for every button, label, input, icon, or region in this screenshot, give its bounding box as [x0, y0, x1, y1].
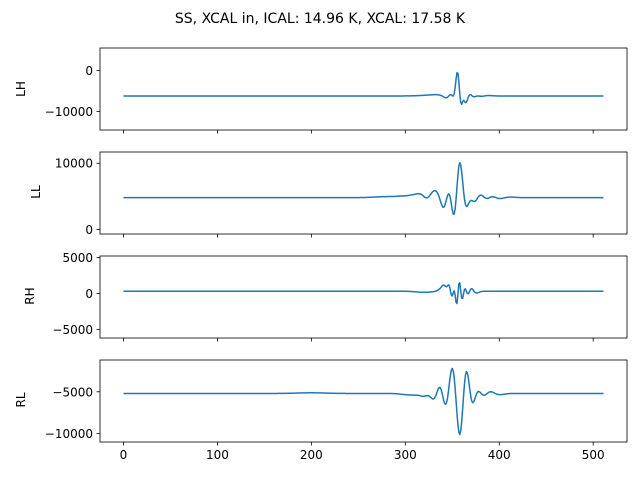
xtick-label: 200 — [300, 448, 323, 462]
ytick-label: 0 — [85, 64, 93, 78]
xtick-label: 300 — [394, 448, 417, 462]
ytick-label: −10000 — [45, 105, 93, 119]
axes-frame-ll — [99, 151, 628, 235]
series-line-ll — [123, 161, 604, 215]
panel-rh: RH 5000 0 −5000 — [23, 251, 628, 342]
axes-frame-lh — [99, 47, 628, 131]
ytick-label: −5000 — [52, 323, 93, 337]
xtick-label: 500 — [582, 448, 605, 462]
panel-ll: LL 10000 0 — [29, 151, 628, 238]
xtick-label: 0 — [120, 448, 128, 462]
ylabel-lh: LH — [14, 81, 28, 97]
ytick-label: 5000 — [62, 251, 93, 265]
panel-lh: LH 0 −10000 — [14, 47, 628, 134]
ytick-label: −10000 — [45, 427, 93, 441]
axes-frame-rl — [99, 359, 628, 443]
ylabel-rl: RL — [14, 392, 28, 407]
axes-frame-rh — [99, 255, 628, 339]
series-line-lh — [123, 72, 604, 105]
ytick-label: 10000 — [55, 157, 93, 171]
series-line-rl — [123, 367, 604, 436]
xtick-label: 100 — [206, 448, 229, 462]
ytick-label: 0 — [85, 223, 93, 237]
panel-rl: RL −5000 −10000 0 100 200 300 400 500 — [14, 359, 628, 462]
ylabel-rh: RH — [23, 287, 37, 304]
ytick-label: 0 — [85, 287, 93, 301]
xtick-label: 400 — [488, 448, 511, 462]
series-line-rh — [123, 282, 604, 305]
ylabel-ll: LL — [29, 185, 43, 199]
ytick-label: −5000 — [52, 385, 93, 399]
chart-title: SS, XCAL in, ICAL: 14.96 K, XCAL: 17.58 … — [175, 11, 466, 27]
